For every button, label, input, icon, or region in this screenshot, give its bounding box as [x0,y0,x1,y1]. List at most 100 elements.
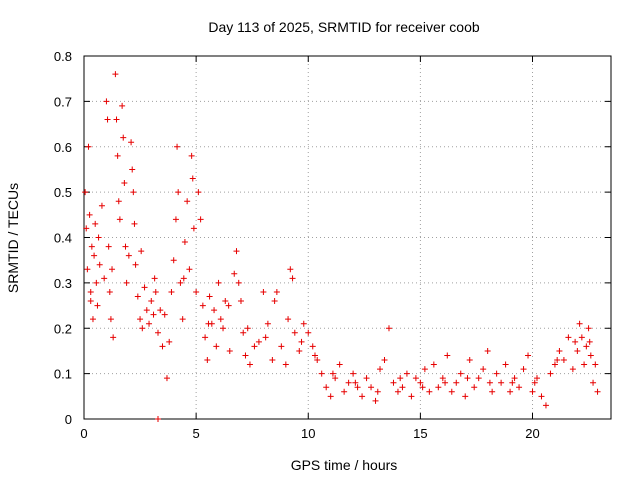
data-point [547,370,554,377]
data-point [220,325,227,332]
data-point [471,384,478,391]
data-point [233,248,240,255]
data-point [163,375,170,382]
data-point [390,379,397,386]
data-point [372,397,379,404]
data-point [180,275,187,282]
data-point [464,375,471,382]
data-point [157,307,164,314]
data-point [587,352,594,359]
data-point [92,220,99,227]
data-point [511,375,518,382]
data-point [374,388,381,395]
data-point [444,352,451,359]
data-point [170,257,177,264]
data-point [112,71,119,78]
data-point [91,252,98,259]
data-point [137,316,144,323]
data-point [507,388,514,395]
data-point [480,366,487,373]
data-point [448,388,455,395]
data-point [189,175,196,182]
data-point [119,102,126,109]
data-point [430,361,437,368]
data-point [131,220,138,227]
data-point [193,288,200,295]
data-point [578,334,585,341]
x-axis-label: GPS time / hours [291,457,398,473]
data-point [138,248,145,255]
y-tick-label: 0.7 [54,94,72,109]
data-point [403,370,410,377]
data-point [278,343,285,350]
data-point [408,393,415,400]
data-point [103,98,110,105]
y-tick-label: 0.2 [54,321,72,336]
data-point [190,225,197,232]
data-point [129,166,136,173]
data-point [282,361,289,368]
y-tick-label: 0.6 [54,140,72,155]
data-point [204,357,211,364]
data-point [84,266,91,273]
data-point [172,216,179,223]
data-point [217,316,224,323]
y-tick-label: 0.5 [54,185,72,200]
data-point [251,343,258,350]
data-point [125,252,132,259]
data-point [520,366,527,373]
data-point [152,288,159,295]
data-point [96,261,103,268]
data-point [109,266,116,273]
data-point [114,152,121,159]
data-point [110,334,117,341]
data-point [318,370,325,377]
data-point [120,134,127,141]
data-point [484,347,491,354]
data-point [516,384,523,391]
data-point [101,275,108,282]
data-point [161,311,168,318]
data-point [300,320,307,327]
data-point [150,311,157,318]
data-point [412,375,419,382]
data-point [222,298,229,305]
data-point [576,320,583,327]
data-point [188,152,195,159]
data-points [82,71,601,422]
data-point [572,338,579,345]
data-point [85,143,92,150]
data-point [179,316,186,323]
data-point [439,375,446,382]
data-point [235,279,242,286]
chart-title: Day 113 of 2025, SRMTID for receiver coo… [208,19,480,35]
data-point [397,375,404,382]
data-point [457,370,464,377]
data-point [155,329,162,336]
data-point [255,338,262,345]
data-point [592,361,599,368]
data-point [394,388,401,395]
data-point [305,329,312,336]
data-point [98,202,105,209]
data-point [551,361,558,368]
data-point [246,361,253,368]
data-point [336,361,343,368]
data-point [560,357,567,364]
data-point [475,375,482,382]
data-point [569,366,576,373]
data-point [121,180,128,187]
data-point [329,370,336,377]
data-point [105,243,112,250]
data-point [186,266,193,273]
data-point [177,279,184,286]
data-point [529,388,536,395]
data-point [466,357,473,364]
data-point [159,343,166,350]
y-tick-label: 0.4 [54,231,72,246]
data-point [586,338,593,345]
data-point [202,334,209,341]
data-point [493,370,500,377]
data-point [574,347,581,354]
